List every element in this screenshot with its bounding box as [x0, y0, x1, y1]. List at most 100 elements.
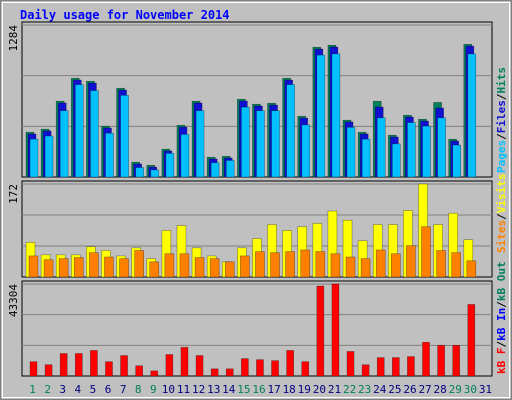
bar: [105, 132, 114, 178]
bar: [270, 252, 280, 278]
bar: [59, 110, 69, 178]
bar: [467, 304, 476, 377]
bar: [422, 125, 431, 178]
bar: [179, 253, 190, 278]
legend-entry: kB F: [495, 348, 508, 375]
bar: [286, 84, 295, 178]
y-tick-label: 172: [7, 184, 20, 204]
bar: [58, 258, 69, 278]
chart-title: Daily usage for November 2014: [20, 8, 230, 22]
bar: [134, 250, 144, 278]
x-tick-label: 27: [418, 383, 431, 396]
bar: [44, 135, 54, 178]
x-tick-label: 7: [120, 383, 127, 396]
bar: [74, 84, 84, 178]
bar: [316, 285, 325, 377]
bar: [301, 124, 311, 178]
bar: [392, 357, 400, 377]
legend-entry: Sites: [495, 220, 508, 253]
bar: [330, 253, 341, 278]
bar: [180, 347, 189, 377]
bar: [165, 354, 174, 377]
bar: [28, 255, 39, 278]
bar: [271, 110, 280, 178]
bar: [89, 252, 99, 278]
bar: [451, 252, 462, 278]
x-tick-label: 23: [358, 383, 371, 396]
x-tick-label: 31: [479, 383, 492, 396]
legend-separator: /: [495, 301, 508, 308]
bar: [407, 356, 415, 377]
bar: [209, 258, 220, 278]
bar: [74, 353, 83, 377]
bar: [150, 169, 160, 178]
bar: [241, 106, 250, 178]
bar: [135, 167, 144, 178]
bar: [149, 261, 160, 278]
legend-separator: /: [495, 93, 508, 100]
legend-entry: kB Out: [495, 261, 508, 301]
bar: [195, 355, 204, 377]
bar: [43, 259, 54, 278]
bar: [59, 353, 68, 377]
x-tick-label: 4: [75, 383, 82, 396]
bar: [346, 351, 355, 377]
x-tick-label: 30: [464, 383, 477, 396]
bar: [256, 359, 264, 377]
bar: [44, 364, 53, 377]
bar: [150, 370, 159, 377]
x-tick-label: 19: [298, 383, 311, 396]
x-tick-label: 17: [267, 383, 280, 396]
bar: [240, 255, 250, 278]
bar: [392, 143, 401, 178]
bar: [316, 54, 326, 178]
x-tick-label: 16: [252, 383, 265, 396]
x-tick-label: 21: [328, 383, 341, 396]
bar: [452, 345, 461, 377]
x-tick-label: 14: [222, 383, 236, 396]
x-tick-label: 2: [44, 383, 51, 396]
bar: [331, 283, 340, 377]
bar: [164, 253, 175, 278]
legend-entry: Pages: [495, 140, 508, 173]
bar: [105, 361, 113, 377]
bar: [467, 53, 477, 178]
bar: [271, 360, 279, 377]
bar: [376, 117, 386, 178]
bar: [73, 257, 84, 278]
bar: [29, 361, 38, 377]
bar: [346, 126, 356, 178]
bar: [361, 364, 370, 377]
legend-entry: Visits: [495, 174, 508, 214]
bar: [376, 357, 385, 377]
y-tick-label: 1284: [7, 25, 20, 52]
bar: [391, 253, 401, 278]
legend-separator: /: [495, 341, 508, 348]
x-tick-label: 1: [29, 383, 36, 396]
x-tick-label: 9: [150, 383, 157, 396]
x-tick-label: 28: [434, 383, 447, 396]
bar: [120, 95, 129, 178]
bar: [300, 249, 311, 278]
y-tick-label: 43304: [7, 284, 20, 317]
bar: [436, 250, 446, 278]
x-tick-label: 5: [90, 383, 97, 396]
x-tick-label: 18: [283, 383, 296, 396]
bar: [361, 138, 371, 178]
bar: [90, 90, 99, 178]
bar: [421, 226, 431, 278]
x-tick-label: 3: [59, 383, 66, 396]
x-tick-label: 11: [177, 383, 190, 396]
x-tick-label: 22: [343, 383, 356, 396]
bar: [90, 350, 98, 377]
legend-entry: Hits: [495, 67, 508, 94]
bar: [301, 361, 310, 377]
bar: [194, 257, 205, 278]
bar: [315, 251, 326, 278]
legend-entry: kB In: [495, 308, 508, 341]
legend-entry: Files: [495, 100, 508, 133]
bar: [255, 251, 265, 278]
